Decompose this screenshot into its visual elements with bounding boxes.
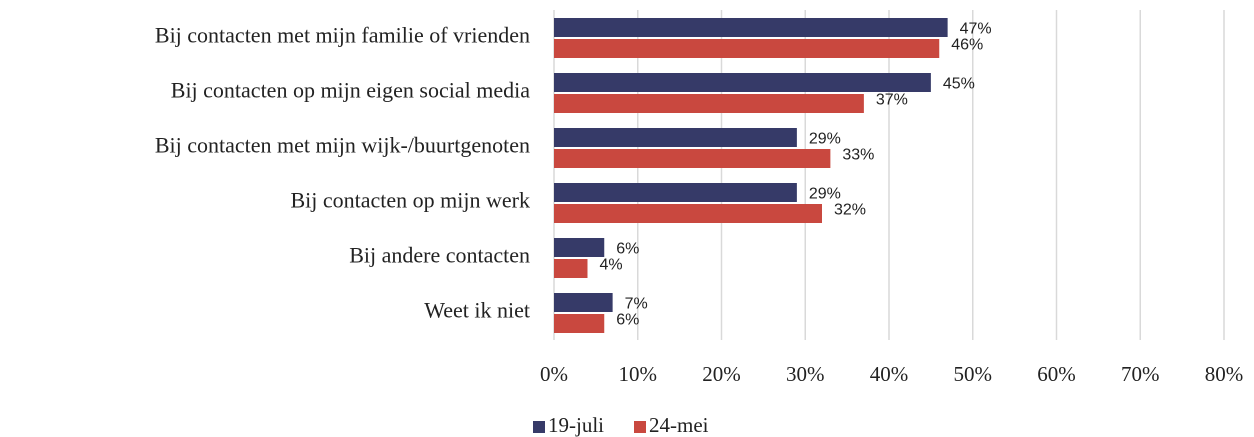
bar: [554, 18, 948, 37]
bar: [554, 128, 797, 147]
x-tick-label: 30%: [786, 362, 825, 386]
value-label: 33%: [842, 147, 874, 164]
value-label: 45%: [943, 76, 975, 93]
value-label: 29%: [809, 131, 841, 148]
x-tick-label: 80%: [1205, 362, 1244, 386]
bar: [554, 259, 588, 278]
x-tick-label: 0%: [540, 362, 568, 386]
value-label: 37%: [876, 92, 908, 109]
value-label: 47%: [960, 21, 992, 38]
value-label: 6%: [616, 241, 639, 258]
value-label: 6%: [616, 312, 639, 329]
bar: [554, 94, 864, 113]
category-label: Bij contacten met mijn wijk-/buurtgenote…: [155, 133, 530, 158]
legend-label: 19-juli: [548, 413, 604, 437]
value-label: 46%: [951, 37, 983, 54]
value-label: 7%: [625, 296, 648, 313]
legend-label: 24-mei: [649, 413, 709, 437]
category-label: Bij contacten op mijn werk: [291, 188, 531, 213]
bar: [554, 149, 831, 168]
bar: [554, 238, 605, 257]
bar: [554, 204, 822, 223]
bar: [554, 293, 613, 312]
legend-swatch: [533, 421, 545, 433]
x-tick-label: 20%: [702, 362, 741, 386]
category-label: Weet ik niet: [424, 298, 530, 323]
value-label: 32%: [834, 202, 866, 219]
x-tick-label: 50%: [954, 362, 993, 386]
bar: [554, 39, 940, 58]
bar: [554, 183, 797, 202]
category-label: Bij contacten met mijn familie of vriend…: [155, 23, 530, 48]
category-label: Bij contacten op mijn eigen social media: [171, 78, 530, 103]
x-tick-label: 60%: [1037, 362, 1076, 386]
value-label: 4%: [600, 257, 623, 274]
x-tick-label: 10%: [619, 362, 658, 386]
x-tick-label: 40%: [870, 362, 909, 386]
legend-swatch: [634, 421, 646, 433]
bar: [554, 73, 931, 92]
category-label: Bij andere contacten: [349, 243, 530, 268]
value-label: 29%: [809, 186, 841, 203]
x-tick-label: 70%: [1121, 362, 1160, 386]
bar: [554, 314, 605, 333]
